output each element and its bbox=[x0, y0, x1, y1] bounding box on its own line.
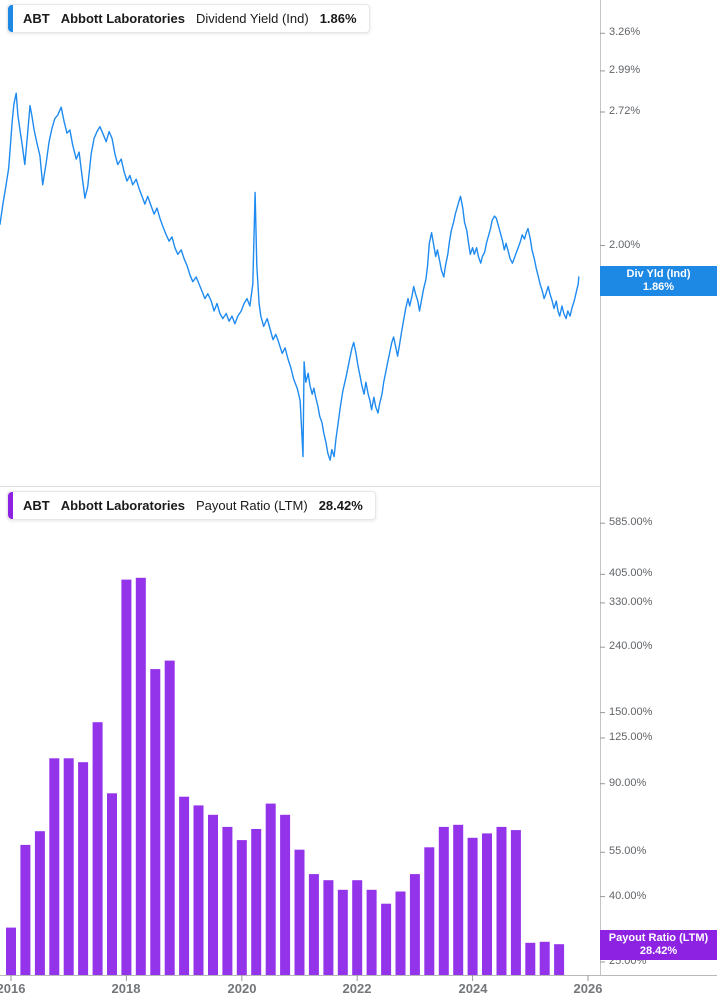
metric-label: Payout Ratio (LTM) bbox=[195, 498, 308, 513]
payout-bar bbox=[337, 889, 348, 976]
payout-bar bbox=[107, 793, 117, 976]
payout-bar bbox=[467, 837, 478, 976]
payout-accent-bar bbox=[8, 492, 13, 519]
payout-bar bbox=[6, 927, 16, 976]
year-label: 2016 bbox=[0, 981, 26, 996]
payout-bar bbox=[49, 758, 60, 976]
company-label: Abbott Laboratories bbox=[60, 498, 185, 513]
badge-value: 28.42% bbox=[639, 945, 678, 957]
metric-value: 28.42% bbox=[318, 498, 363, 513]
payout-bar bbox=[409, 874, 420, 976]
payout-axis-tick-label: 90.00% bbox=[609, 777, 647, 789]
yield-line bbox=[0, 92, 580, 461]
payout-bar bbox=[251, 829, 262, 976]
payout-bar bbox=[193, 805, 204, 976]
payout-axis-tick-label: 40.00% bbox=[609, 890, 647, 902]
payout-axis-tick-label: 125.00% bbox=[609, 731, 653, 743]
badge-label: Div Yld (Ind) bbox=[626, 268, 691, 280]
year-label: 2018 bbox=[111, 981, 141, 996]
payout-bar bbox=[395, 891, 406, 976]
metric-label: Dividend Yield (Ind) bbox=[195, 11, 309, 26]
yield-legend-chip[interactable]: ABT Abbott Laboratories Dividend Yield (… bbox=[7, 4, 370, 33]
payout-bar bbox=[179, 796, 190, 976]
yield-axis-tick-label: 2.00% bbox=[609, 239, 641, 251]
payout-bar bbox=[352, 880, 363, 976]
payout-bar bbox=[34, 831, 45, 976]
payout-axis-tick-label: 330.00% bbox=[609, 596, 653, 608]
payout-bar bbox=[121, 579, 132, 976]
payout-axis-tick-label: 55.00% bbox=[609, 845, 647, 857]
ticker-label: ABT bbox=[23, 498, 50, 513]
badge-label: Payout Ratio (LTM) bbox=[608, 932, 709, 944]
div-yld-badge: Div Yld (Ind) 1.86% bbox=[600, 266, 717, 296]
metric-value: 1.86% bbox=[319, 11, 357, 26]
payout-bar bbox=[280, 814, 291, 976]
badge-value: 1.86% bbox=[642, 281, 675, 293]
company-label: Abbott Laboratories bbox=[60, 11, 185, 26]
payout-ratio-badge: Payout Ratio (LTM) 28.42% bbox=[600, 930, 717, 960]
payout-bar bbox=[554, 944, 565, 976]
payout-legend-chip[interactable]: ABT Abbott Laboratories Payout Ratio (LT… bbox=[7, 491, 376, 520]
ticker-label: ABT bbox=[23, 11, 50, 26]
payout-bar bbox=[92, 722, 103, 976]
payout-bar bbox=[236, 840, 247, 976]
payout-bar bbox=[150, 669, 161, 976]
year-label: 2022 bbox=[342, 981, 372, 996]
payout-bar bbox=[20, 844, 31, 976]
payout-axis-tick-label: 150.00% bbox=[609, 706, 653, 718]
payout-chart-area[interactable] bbox=[0, 487, 600, 975]
payout-bar bbox=[539, 941, 550, 976]
payout-bar bbox=[424, 847, 435, 976]
yield-accent-bar bbox=[8, 5, 13, 32]
yield-chart-area[interactable] bbox=[0, 0, 600, 486]
payout-bar bbox=[525, 942, 536, 976]
payout-bar bbox=[164, 660, 175, 976]
payout-bar bbox=[294, 849, 305, 976]
payout-axis-tick-label: 240.00% bbox=[609, 640, 653, 652]
payout-bar bbox=[366, 889, 377, 976]
payout-bar bbox=[438, 826, 449, 976]
payout-bar bbox=[63, 758, 74, 976]
payout-bar bbox=[208, 814, 218, 976]
payout-bar bbox=[265, 803, 276, 976]
payout-bar bbox=[453, 824, 464, 976]
year-label: 2020 bbox=[227, 981, 257, 996]
payout-bar bbox=[135, 577, 146, 976]
payout-bar bbox=[222, 826, 233, 976]
payout-bar bbox=[308, 874, 319, 976]
yield-axis-tick-label: 3.26% bbox=[609, 26, 641, 38]
payout-bar bbox=[496, 826, 507, 976]
yield-axis-tick-label: 2.99% bbox=[609, 64, 641, 76]
payout-axis-tick-label: 585.00% bbox=[609, 516, 653, 528]
year-label: 2024 bbox=[458, 981, 488, 996]
payout-bar bbox=[482, 833, 492, 976]
yield-axis-tick-label: 2.72% bbox=[609, 105, 641, 117]
payout-bar bbox=[323, 880, 334, 976]
payout-bar bbox=[78, 762, 89, 976]
payout-bar bbox=[510, 830, 521, 976]
payout-axis-tick-label: 405.00% bbox=[609, 567, 653, 579]
year-label: 2026 bbox=[573, 981, 603, 996]
payout-bar bbox=[381, 903, 392, 976]
